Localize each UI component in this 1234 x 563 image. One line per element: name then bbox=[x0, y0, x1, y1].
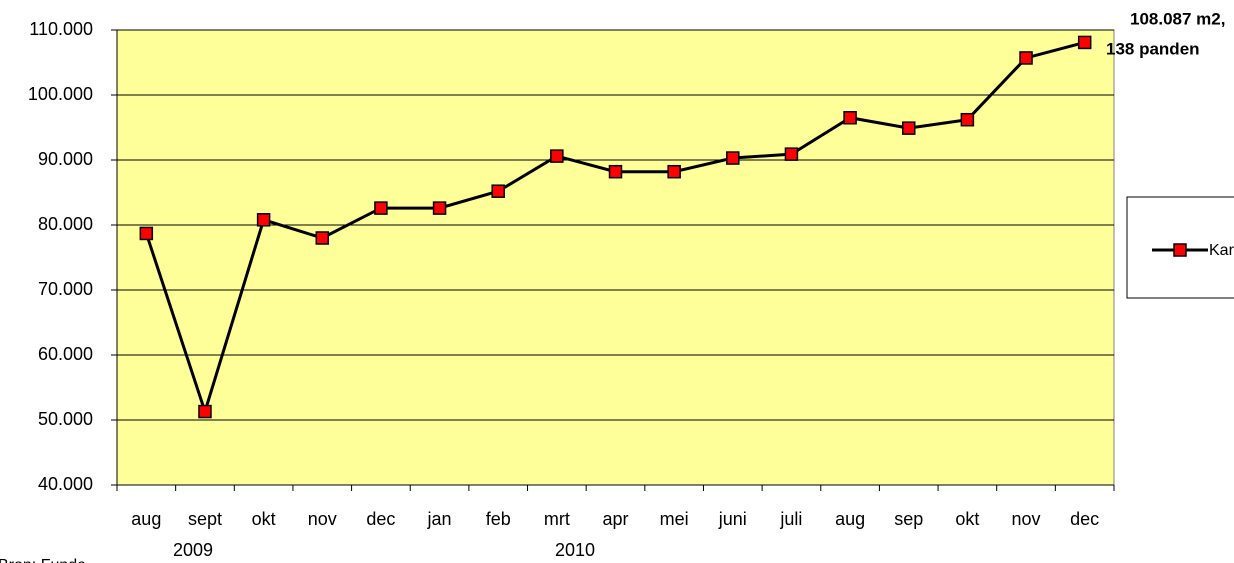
x-tick-label: juli bbox=[779, 509, 802, 529]
x-tick-label: mei bbox=[660, 509, 689, 529]
marker bbox=[432, 201, 447, 215]
y-tick-label: 80.000 bbox=[38, 214, 93, 234]
y-tick-label: 90.000 bbox=[38, 149, 93, 169]
marker bbox=[901, 121, 916, 135]
x-tick-label: feb bbox=[486, 509, 511, 529]
x-tick-label: mrt bbox=[544, 509, 570, 529]
marker bbox=[256, 213, 271, 227]
y-tick-label: 40.000 bbox=[38, 474, 93, 494]
marker bbox=[784, 147, 799, 161]
legend-marker bbox=[1173, 243, 1187, 257]
group-label: 2009 bbox=[173, 540, 213, 560]
x-tick-label: jan bbox=[427, 509, 452, 529]
marker bbox=[960, 112, 975, 127]
group-label: 2010 bbox=[555, 540, 595, 560]
y-tick-label: 100.000 bbox=[28, 84, 93, 104]
x-tick-label: apr bbox=[602, 509, 628, 529]
marker bbox=[608, 164, 623, 179]
marker bbox=[726, 151, 740, 165]
marker bbox=[1019, 51, 1033, 65]
legend-label: Kar bbox=[1209, 242, 1234, 259]
y-tick-label: 110.000 bbox=[29, 19, 93, 39]
marker bbox=[139, 226, 154, 241]
x-tick-label: sep bbox=[894, 509, 923, 529]
marker bbox=[667, 164, 681, 179]
y-tick-label: 60.000 bbox=[38, 344, 93, 364]
marker bbox=[491, 184, 505, 198]
marker bbox=[315, 231, 330, 245]
x-tick-label: aug bbox=[131, 509, 161, 529]
annotation: 108.087 m2, bbox=[1130, 9, 1225, 28]
marker bbox=[198, 404, 212, 419]
x-tick-label: nov bbox=[308, 509, 337, 529]
x-tick-label: nov bbox=[1012, 509, 1041, 529]
marker bbox=[374, 201, 388, 215]
marker bbox=[843, 111, 857, 125]
source: Bron: Funda bbox=[0, 557, 86, 563]
x-tick-label: aug bbox=[835, 509, 865, 529]
x-tick-label: okt bbox=[955, 509, 979, 529]
x-tick-label: juni bbox=[718, 509, 747, 529]
x-tick-label: dec bbox=[366, 509, 395, 529]
x-tick-label: okt bbox=[252, 509, 276, 529]
marker bbox=[550, 149, 564, 163]
y-tick-label: 50.000 bbox=[38, 409, 93, 429]
x-tick-label: sept bbox=[188, 509, 222, 529]
y-tick-label: 70.000 bbox=[38, 279, 93, 299]
x-tick-label: dec bbox=[1070, 509, 1099, 529]
annotation: 138 panden bbox=[1106, 39, 1200, 58]
plot-area bbox=[116, 29, 1115, 486]
marker bbox=[1077, 35, 1092, 50]
